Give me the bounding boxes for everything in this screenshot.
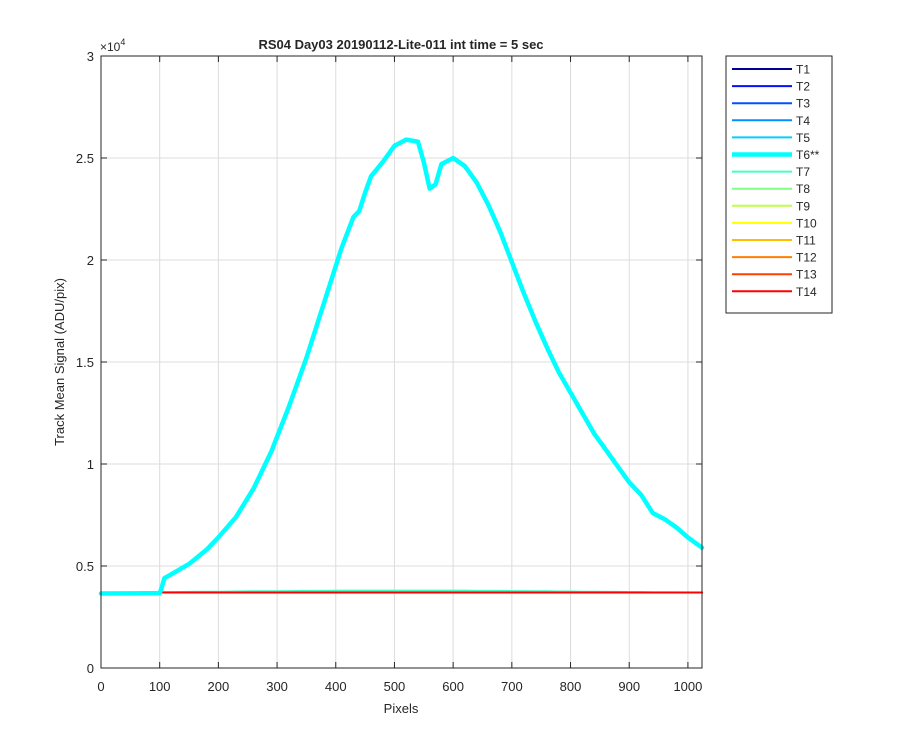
series-line-t6 — [98, 137, 705, 596]
y-axis-multiplier: ×104 — [100, 37, 125, 54]
x-tick-label-5: 500 — [384, 679, 406, 694]
x-tick-label-3: 300 — [266, 679, 288, 694]
x-axis-label: Pixels — [384, 701, 419, 716]
legend-label-t3: T3 — [796, 97, 810, 111]
axis-ticks: 0 100 200 300 400 500 600 700 800 900 1000 0 0.5 1 1.5… — [76, 49, 702, 694]
legend-label-t11: T11 — [796, 234, 816, 248]
legend-items: T1 T2 T3 T4 T5 T6** T7 T8 T9 T10 T11 T12 T13 T14 — [732, 63, 820, 299]
y-multiplier-exponent: 4 — [120, 37, 125, 47]
legend-label-t6: T6** — [796, 148, 820, 162]
y-tick-label-0: 0 — [87, 661, 94, 676]
y-tick-label-2: 1 — [87, 457, 94, 472]
chart-title: RS04 Day03 20190112-Lite-011 int time = … — [258, 37, 543, 52]
y-tick-label-4: 2 — [87, 253, 94, 268]
y-axis-label: Track Mean Signal (ADU/pix) — [52, 278, 67, 446]
x-tick-label-0: 0 — [97, 679, 104, 694]
series-lines — [98, 137, 705, 596]
legend: T1 T2 T3 T4 T5 T6** T7 T8 T9 T10 T11 T12 T13 T14 — [725, 55, 833, 314]
x-tick-label-1: 100 — [149, 679, 171, 694]
legend-label-t12: T12 — [796, 251, 817, 265]
y-tick-label-5: 2.5 — [76, 151, 94, 166]
legend-label-t9: T9 — [796, 199, 810, 213]
legend-label-t10: T10 — [796, 216, 817, 230]
legend-label-t5: T5 — [796, 131, 810, 145]
legend-box — [725, 55, 833, 314]
x-tick-label-6: 600 — [442, 679, 464, 694]
x-tick-label-9: 900 — [618, 679, 640, 694]
legend-label-t7: T7 — [796, 165, 810, 179]
x-tick-label-2: 200 — [208, 679, 230, 694]
y-tick-label-3: 1.5 — [76, 355, 94, 370]
x-tick-label-10: 1000 — [673, 679, 702, 694]
x-tick-label-7: 700 — [501, 679, 523, 694]
legend-label-t1: T1 — [796, 63, 810, 77]
legend-label-t4: T4 — [796, 114, 810, 128]
legend-label-t8: T8 — [796, 182, 810, 196]
legend-label-t13: T13 — [796, 268, 817, 282]
y-tick-label-6: 3 — [87, 49, 94, 64]
legend-label-t2: T2 — [796, 80, 810, 94]
x-tick-label-4: 400 — [325, 679, 347, 694]
y-tick-label-1: 0.5 — [76, 559, 94, 574]
y-multiplier-base: ×10 — [100, 40, 121, 54]
x-tick-label-8: 800 — [560, 679, 582, 694]
legend-label-t14: T14 — [796, 285, 817, 299]
